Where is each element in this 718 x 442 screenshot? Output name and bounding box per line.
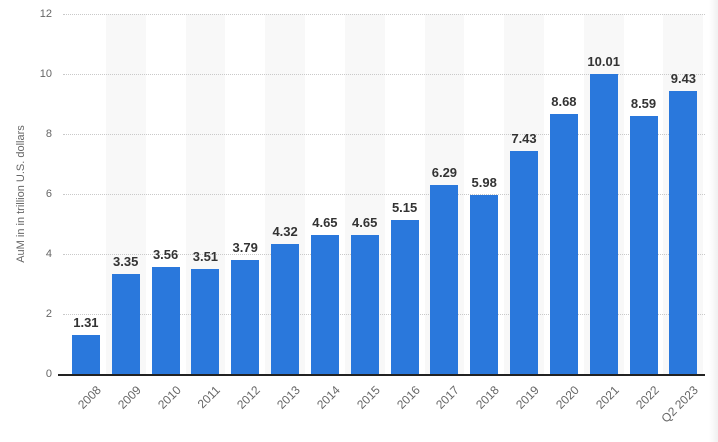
gridline xyxy=(63,194,705,195)
bar-value-label: 3.79 xyxy=(232,240,258,256)
y-axis-tick: 4 xyxy=(45,247,52,260)
bar[interactable] xyxy=(111,273,140,374)
bar[interactable] xyxy=(231,260,260,374)
right-edge-fade xyxy=(709,0,718,442)
y-axis-tick: 0 xyxy=(45,367,52,380)
bar-value-label: 5.98 xyxy=(471,174,497,190)
bar-value-label: 4.65 xyxy=(312,214,338,230)
bar[interactable] xyxy=(151,267,180,374)
bar-value-label: 1.31 xyxy=(73,314,99,330)
bar[interactable] xyxy=(430,185,459,374)
gridline xyxy=(63,314,705,315)
bar-value-label: 8.68 xyxy=(551,93,577,109)
bar[interactable] xyxy=(71,334,100,374)
bar-value-label: 4.65 xyxy=(352,214,378,230)
bar-value-label: 7.43 xyxy=(511,131,537,147)
y-axis-tick: 6 xyxy=(45,187,52,200)
bar[interactable] xyxy=(549,113,578,374)
bar-value-label: 3.35 xyxy=(113,253,139,269)
gridline xyxy=(63,74,705,75)
bar[interactable] xyxy=(271,244,300,374)
bar[interactable] xyxy=(350,234,379,374)
x-axis-line xyxy=(58,374,705,376)
bar[interactable] xyxy=(669,91,698,374)
y-axis-tick: 12 xyxy=(39,7,52,20)
bar[interactable] xyxy=(191,268,220,374)
bar[interactable] xyxy=(629,116,658,374)
y-axis-tick: 2 xyxy=(45,307,52,320)
bar-value-label: 9.43 xyxy=(670,71,697,87)
bar-value-label: 5.15 xyxy=(391,199,418,215)
gridline xyxy=(63,254,705,255)
bar-value-label: 6.29 xyxy=(431,165,458,181)
bar[interactable] xyxy=(310,234,339,374)
bar[interactable] xyxy=(470,194,499,374)
bar-value-label: 3.51 xyxy=(192,248,219,264)
y-axis-tick: 8 xyxy=(45,127,52,140)
y-axis-tick: 10 xyxy=(39,67,52,80)
bar-value-label: 10.01 xyxy=(587,53,620,69)
gridline xyxy=(63,14,705,15)
bar[interactable] xyxy=(589,73,618,374)
bar[interactable] xyxy=(390,219,419,374)
bar-value-label: 3.56 xyxy=(152,247,179,263)
bar-value-label: 4.32 xyxy=(272,224,298,240)
bar[interactable] xyxy=(510,151,538,374)
bar-value-label: 8.59 xyxy=(630,96,657,112)
gridline xyxy=(63,134,705,135)
